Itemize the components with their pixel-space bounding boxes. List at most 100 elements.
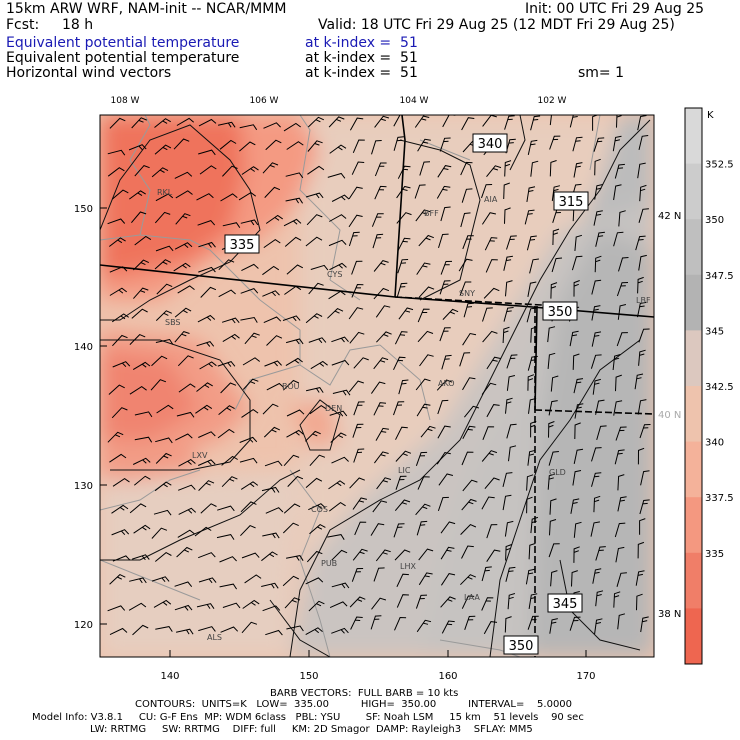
wind-barb [398, 307, 414, 320]
wind-barb [462, 377, 476, 391]
wind-barb [397, 259, 409, 274]
wind-barb [395, 426, 408, 440]
wind-barb [416, 262, 431, 275]
colorbar-swatch [685, 608, 702, 665]
station-label: BFF [424, 209, 439, 218]
wind-barb [526, 235, 537, 251]
wind-barb [107, 431, 124, 443]
wind-barb [112, 361, 131, 368]
wind-barb [593, 137, 605, 152]
wind-barb [241, 166, 259, 175]
wind-barb [528, 398, 537, 414]
wind-barb [527, 449, 536, 466]
wind-barb [308, 600, 325, 612]
wind-barb [372, 233, 384, 249]
wind-barb [107, 218, 126, 225]
wind-barb [547, 352, 556, 369]
wind-barb [196, 193, 214, 201]
wind-barb [416, 619, 432, 633]
wind-barb [354, 521, 367, 536]
wind-barb [107, 149, 126, 156]
wind-barb [526, 186, 536, 202]
wind-barb [617, 474, 625, 491]
wind-barb [505, 397, 513, 414]
wind-barb [375, 427, 389, 441]
station-label: COS [311, 505, 328, 514]
wind-barb [265, 139, 282, 151]
wind-barb [329, 410, 348, 417]
wind-barb [155, 338, 174, 345]
wind-barb [241, 263, 259, 272]
wind-barb [331, 194, 350, 202]
wind-barb [638, 349, 646, 366]
wind-barb [572, 136, 583, 152]
wind-barb [462, 332, 477, 346]
wind-barb [614, 522, 626, 538]
wind-barb [549, 498, 557, 515]
wind-barb [133, 287, 149, 299]
station-label: LIC [398, 466, 411, 475]
wind-barb [132, 624, 149, 636]
wind-barb [352, 139, 365, 153]
wind-barb [111, 313, 129, 323]
wind-barb [440, 573, 456, 586]
wind-barb [150, 379, 167, 391]
colorbar-swatch [685, 108, 702, 165]
wind-barb [530, 420, 537, 438]
wind-barb [573, 378, 584, 394]
wind-barb [395, 475, 407, 490]
wind-barb [419, 161, 431, 176]
wind-barb [505, 280, 513, 297]
wind-barb [262, 605, 281, 612]
wind-barb [572, 470, 582, 486]
wind-barb [285, 338, 304, 345]
wind-barb [504, 207, 511, 224]
wind-barb [438, 473, 454, 486]
contour-label: 340 [478, 137, 503, 152]
field-row-2-name: Equivalent potential temperature [6, 50, 240, 66]
wind-barb [286, 141, 304, 150]
wind-barb [173, 262, 191, 272]
wind-barb [460, 212, 471, 228]
wind-barb [128, 144, 147, 151]
wind-barb [481, 597, 494, 611]
wind-barb [436, 451, 451, 465]
wind-barb [615, 546, 625, 563]
wind-barb [371, 213, 384, 227]
wind-barb [372, 500, 388, 513]
wind-barb [308, 503, 326, 511]
wind-barb [220, 193, 238, 202]
wind-barb [132, 361, 151, 371]
colorbar-swatch [685, 386, 702, 443]
wind-barb [131, 308, 148, 319]
wind-barb [286, 429, 304, 438]
wind-barb [241, 408, 259, 418]
wind-barb [506, 354, 518, 369]
wind-barb [353, 401, 365, 416]
lon-label: 102 W [538, 96, 567, 106]
wind-barb [572, 353, 580, 370]
wind-barb [284, 236, 302, 247]
wind-barb [112, 555, 131, 562]
wind-barb [308, 282, 324, 295]
wind-barb [266, 382, 285, 391]
wind-barb [527, 615, 539, 630]
wind-barb [155, 626, 173, 632]
wind-barb [460, 524, 477, 535]
wind-barb [508, 445, 517, 462]
wind-barb [242, 357, 261, 366]
wind-barb [376, 331, 392, 343]
wind-barb [174, 581, 193, 588]
wind-barb [194, 526, 212, 537]
wind-barb [310, 360, 328, 370]
wind-barb [483, 287, 500, 299]
wind-barb [264, 186, 281, 198]
wind-barb [481, 450, 498, 462]
forecast-label: Fcst: [6, 17, 40, 33]
wind-barb [618, 257, 629, 272]
wind-barb [174, 242, 193, 250]
wind-barb [373, 402, 387, 416]
wind-barb [464, 615, 476, 630]
wind-barb [414, 115, 430, 128]
wind-barb [595, 546, 606, 561]
